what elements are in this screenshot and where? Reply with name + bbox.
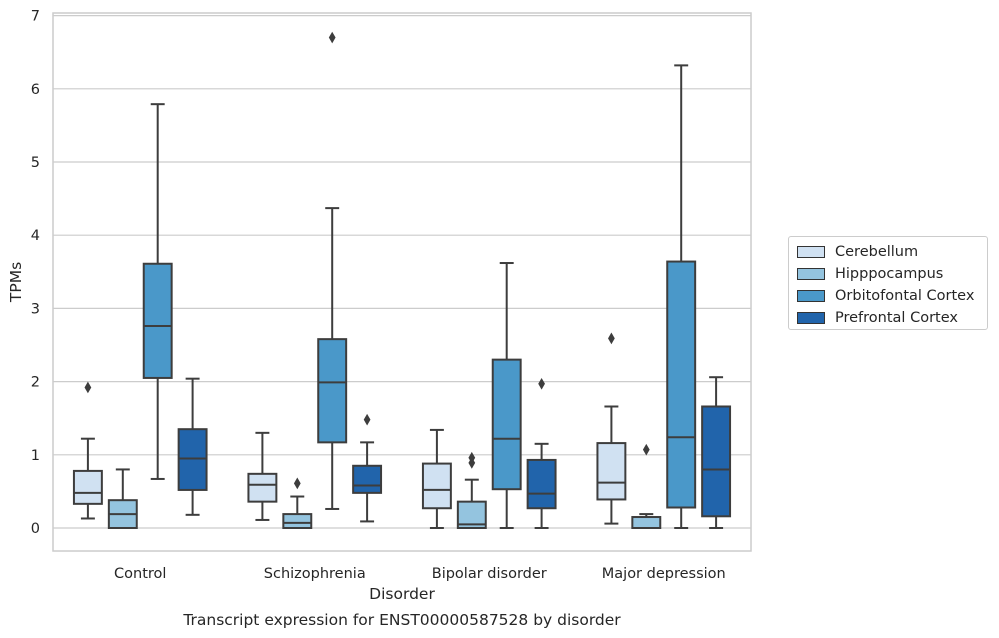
x-tick-label: Bipolar disorder [432,566,547,582]
y-axis-label: TPMs [7,262,25,303]
box-body [526,458,557,510]
legend-item: Prefrontal Cortex [797,307,979,329]
y-tick-label: 6 [31,82,40,98]
box-body [177,428,208,491]
box-body [421,462,452,510]
x-tick-label: Major depression [602,566,726,582]
y-tick-labels: 0 1 2 3 4 5 6 7 [31,9,40,537]
box-cerebellum [247,431,278,521]
box-body [666,260,697,509]
x-tick-label: Schizophrenia [264,566,366,582]
y-tick-label: 2 [31,375,40,391]
box-hipppocampus [282,477,313,529]
outlier-point [84,381,92,394]
outlier-point [642,443,650,456]
y-tick-label: 3 [31,301,40,317]
legend-label: Orbitofontal Cortex [835,288,975,304]
legend-label: Prefrontal Cortex [835,310,958,326]
box-cerebellum [596,332,627,525]
legend-swatch-prefrontal-cortex [797,312,825,324]
box-body [317,338,348,444]
legend-swatch-orbitofrontal-cortex [797,290,825,302]
outlier-point [328,31,336,44]
box-orbitofontal-cortex [317,31,348,510]
box-orbitofontal-cortex [142,103,173,480]
outlier-point [363,413,371,426]
y-tick-label: 7 [31,9,40,25]
box-body [631,516,662,530]
box-body [72,469,103,505]
legend-swatch-hippocampus [797,268,825,280]
legend-item: Cerebellum [797,241,979,263]
box-body [701,405,732,518]
legend-label: Hipppocampus [835,266,944,282]
box-body [142,262,173,379]
y-tick-label: 5 [31,155,40,171]
legend: Cerebellum Hipppocampus Orbitofontal Cor… [788,236,988,330]
box-prefrontal-cortex [701,376,732,529]
box-orbitofontal-cortex [491,262,522,529]
legend-label: Cerebellum [835,244,919,260]
box-hipppocampus [107,468,138,529]
box-cerebellum [72,381,103,520]
x-axis-label: Disorder [369,585,435,603]
box-hipppocampus [631,443,662,530]
box-body [247,472,278,503]
legend-item: Orbitofontal Cortex [797,285,979,307]
box-body [352,464,383,494]
figure-caption: Transcript expression for ENST0000058752… [183,611,621,629]
y-tick-label: 1 [31,448,40,464]
legend-swatch-cerebellum [797,246,825,258]
box-prefrontal-cortex [352,413,383,523]
box-prefrontal-cortex [177,377,208,516]
outlier-point [468,451,476,464]
box-layer [72,31,732,530]
y-tick-label: 4 [31,228,40,244]
y-tick-label: 0 [31,521,40,537]
legend-item: Hipppocampus [797,263,979,285]
box-body [596,442,627,501]
outlier-point [293,477,301,490]
x-tick-label: Control [114,566,166,582]
box-hipppocampus [456,451,487,530]
box-prefrontal-cortex [526,377,557,529]
box-body [282,513,313,529]
outlier-point [538,377,545,390]
box-cerebellum [421,428,452,529]
plot-area-frame [52,12,752,552]
box-body [491,358,522,491]
x-tick-labels: Control Schizophrenia Bipolar disorder Majo… [114,566,726,582]
outlier-point [608,332,615,345]
box-orbitofontal-cortex [666,64,697,529]
